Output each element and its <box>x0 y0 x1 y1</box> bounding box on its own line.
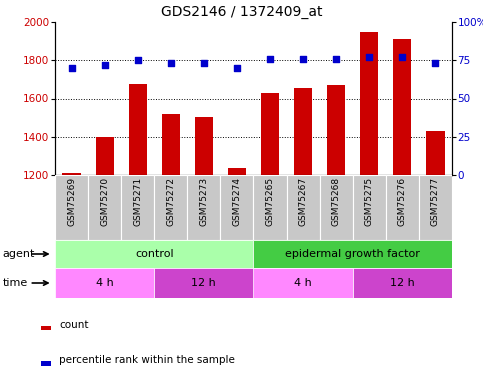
Bar <box>286 175 320 240</box>
Bar <box>55 240 254 268</box>
Text: GSM75277: GSM75277 <box>431 177 440 226</box>
Text: GSM75269: GSM75269 <box>67 177 76 226</box>
Bar <box>41 362 51 366</box>
Bar <box>220 175 254 240</box>
Bar <box>353 268 452 298</box>
Text: time: time <box>2 278 28 288</box>
Bar <box>228 168 246 175</box>
Text: GSM75275: GSM75275 <box>365 177 374 226</box>
Text: agent: agent <box>2 249 35 259</box>
Bar <box>88 175 121 240</box>
Point <box>101 62 109 68</box>
Text: GSM75272: GSM75272 <box>166 177 175 226</box>
Bar <box>96 137 114 175</box>
Text: GSM75267: GSM75267 <box>298 177 308 226</box>
Text: GSM75265: GSM75265 <box>266 177 274 226</box>
Text: 12 h: 12 h <box>390 278 415 288</box>
Point <box>366 54 373 60</box>
Point <box>299 56 307 62</box>
Point <box>134 57 142 63</box>
Bar <box>254 240 452 268</box>
Text: count: count <box>59 320 88 330</box>
Bar <box>187 175 220 240</box>
Bar <box>121 175 154 240</box>
Bar <box>393 39 412 175</box>
Text: GSM75273: GSM75273 <box>199 177 208 226</box>
Point <box>332 56 340 62</box>
Text: GSM75270: GSM75270 <box>100 177 109 226</box>
Text: GSM75268: GSM75268 <box>332 177 341 226</box>
Bar <box>55 175 88 240</box>
Bar <box>154 175 187 240</box>
Bar <box>62 173 81 175</box>
Point <box>398 54 406 60</box>
Point <box>167 60 175 66</box>
Bar <box>254 268 353 298</box>
Text: control: control <box>135 249 173 259</box>
Point <box>233 65 241 71</box>
Bar <box>386 175 419 240</box>
Point <box>68 65 75 71</box>
Text: GSM75274: GSM75274 <box>232 177 242 226</box>
Text: GSM75276: GSM75276 <box>398 177 407 226</box>
Bar <box>154 268 254 298</box>
Text: 4 h: 4 h <box>96 278 114 288</box>
Bar <box>195 117 213 175</box>
Text: 4 h: 4 h <box>294 278 312 288</box>
Bar <box>353 175 386 240</box>
Bar <box>41 326 51 330</box>
Bar <box>261 93 279 175</box>
Bar <box>162 114 180 175</box>
Bar <box>294 88 312 175</box>
Bar <box>419 175 452 240</box>
Bar <box>426 131 444 175</box>
Bar <box>327 85 345 175</box>
Text: percentile rank within the sample: percentile rank within the sample <box>59 355 235 365</box>
Bar <box>55 268 154 298</box>
Text: GDS2146 / 1372409_at: GDS2146 / 1372409_at <box>161 5 322 19</box>
Bar <box>128 84 147 175</box>
Text: 12 h: 12 h <box>191 278 216 288</box>
Point <box>432 60 440 66</box>
Bar <box>360 32 378 175</box>
Point <box>200 60 208 66</box>
Bar <box>254 175 286 240</box>
Text: epidermal growth factor: epidermal growth factor <box>285 249 420 259</box>
Point <box>266 56 274 62</box>
Text: GSM75271: GSM75271 <box>133 177 142 226</box>
Bar <box>320 175 353 240</box>
